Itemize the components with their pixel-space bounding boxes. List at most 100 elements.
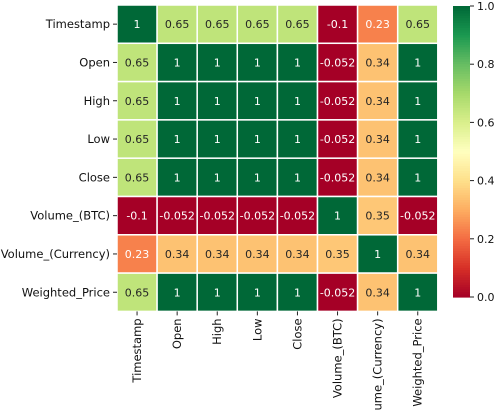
cell-value-label: 1: [374, 248, 381, 261]
cell-value-label: 0.65: [125, 286, 150, 299]
cell-value-label: -0.052: [159, 210, 194, 223]
x-tick-label: Timestamp: [130, 318, 144, 383]
colorbar-segment: [453, 153, 470, 157]
colorbar-segment: [453, 161, 470, 165]
colorbar-segment: [453, 170, 470, 174]
colorbar-segment: [453, 149, 470, 153]
cell-value-label: 1: [294, 171, 301, 184]
heatmap-cell: [196, 272, 239, 313]
colorbar-segment: [453, 139, 470, 143]
cell-value-label: 0.65: [125, 56, 150, 69]
colorbar-segment: [453, 156, 470, 160]
cell-value-label: 1: [214, 56, 221, 69]
colorbar-segment: [453, 207, 470, 211]
y-tick-label: Volume_(Currency): [1, 247, 110, 261]
colorbar-segment: [453, 15, 470, 19]
heatmap-cell: [276, 234, 319, 274]
cell-value-label: 1: [294, 286, 301, 299]
heatmap-cell: [396, 272, 439, 313]
heatmap-cell: [236, 157, 279, 198]
heatmap-cell: [356, 80, 399, 121]
y-tick-label: Weighted_Price: [22, 285, 110, 299]
colorbar-segment: [453, 241, 470, 245]
colorbar-segment: [453, 294, 470, 298]
colorbar-segment: [453, 226, 470, 230]
heatmap-cell: [156, 234, 198, 274]
colorbar-segment: [453, 246, 470, 250]
colorbar-segment: [453, 18, 470, 22]
cell-value-label: 0.35: [325, 248, 350, 261]
colorbar-segment: [453, 124, 470, 128]
colorbar-segment: [453, 71, 470, 75]
colorbar-segment: [453, 277, 470, 281]
colorbar-segment: [453, 195, 470, 199]
cell-value-label: 0.65: [125, 95, 150, 108]
colorbar-segment: [453, 175, 470, 179]
colorbar-segment: [453, 282, 470, 286]
y-tick-label: Timestamp: [45, 17, 110, 31]
heatmap-cell: [196, 119, 239, 159]
colorbar-segment: [453, 216, 470, 220]
y-axis-labels: Timestamp Open High Low Close Volume_(BTC) Vol…: [1, 17, 117, 299]
heatmap-cell: [276, 80, 319, 121]
y-tick-label: Open: [79, 55, 110, 69]
colorbar-segment: [453, 202, 470, 206]
heatmap-cell: [236, 42, 279, 83]
colorbar-segment: [453, 253, 470, 257]
colorbar-segment: [453, 78, 470, 82]
colorbar-segment: [453, 30, 470, 34]
colorbar-segment: [453, 112, 470, 116]
colorbar-tick-label: 0.8: [477, 58, 495, 71]
colorbar-segment: [453, 183, 470, 187]
cell-value-label: 1: [414, 171, 421, 184]
colorbar-tick-label: 0.6: [477, 116, 495, 129]
colorbar-segment: [453, 287, 470, 291]
colorbar-segment: [453, 250, 470, 254]
cell-value-label: 1: [254, 95, 261, 108]
heatmap-cells: 1 0.65 0.65 0.65 0.65 -0.1 0.23 0.65 0.65 1 1 1 1 -0.…: [116, 4, 439, 313]
cell-value-label: 1: [334, 210, 341, 223]
heatmap-cell: [396, 42, 439, 83]
colorbar-segment: [453, 44, 470, 48]
colorbar-segment: [453, 52, 470, 56]
colorbar-segment: [453, 39, 470, 43]
cell-value-label: 1: [414, 56, 421, 69]
colorbar-segment: [453, 258, 470, 262]
cell-value-label: 0.35: [365, 210, 390, 223]
cell-value-label: -0.052: [320, 95, 355, 108]
colorbar-segment: [453, 263, 470, 267]
cell-value-label: -0.052: [240, 210, 275, 223]
cell-value-label: 0.65: [245, 18, 270, 31]
cell-value-label: -0.052: [400, 210, 435, 223]
cell-value-label: 0.65: [165, 18, 190, 31]
colorbar-segment: [453, 54, 470, 58]
heatmap-cell: [276, 195, 319, 236]
cell-value-label: 1: [214, 95, 221, 108]
colorbar-segment: [453, 49, 470, 53]
y-tick-label: Close: [79, 170, 110, 184]
colorbar-segment: [453, 10, 470, 14]
colorbar-tick-label: 1.0: [477, 0, 495, 13]
cell-value-label: 0.34: [365, 56, 390, 69]
x-tick-label: Weighted_Price: [411, 318, 425, 406]
colorbar-segment: [453, 166, 470, 170]
cell-value-label: 1: [414, 286, 421, 299]
colorbar-segment: [453, 221, 470, 225]
colorbar-segment: [453, 187, 470, 191]
colorbar-segment: [453, 100, 470, 104]
colorbar-segment: [453, 110, 470, 114]
colorbar-segment: [453, 224, 470, 228]
colorbar-segment: [453, 134, 470, 138]
colorbar-segment: [453, 238, 470, 242]
colorbar-segment: [453, 6, 470, 10]
heatmap-cell: [396, 4, 439, 45]
cell-value-label: 0.34: [365, 95, 390, 108]
cell-value-label: 1: [174, 95, 181, 108]
colorbar-segment: [453, 37, 470, 41]
cell-value-label: -0.052: [320, 171, 355, 184]
cell-value-label: 1: [414, 133, 421, 146]
colorbar-segment: [453, 248, 470, 252]
cell-value-label: 0.34: [365, 286, 390, 299]
x-tick-label: Close: [290, 318, 304, 349]
cell-value-label: 0.65: [125, 171, 150, 184]
